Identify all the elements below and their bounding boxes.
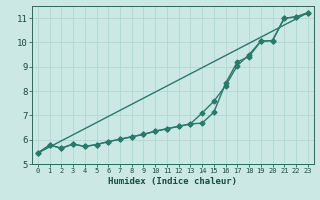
X-axis label: Humidex (Indice chaleur): Humidex (Indice chaleur) <box>108 177 237 186</box>
